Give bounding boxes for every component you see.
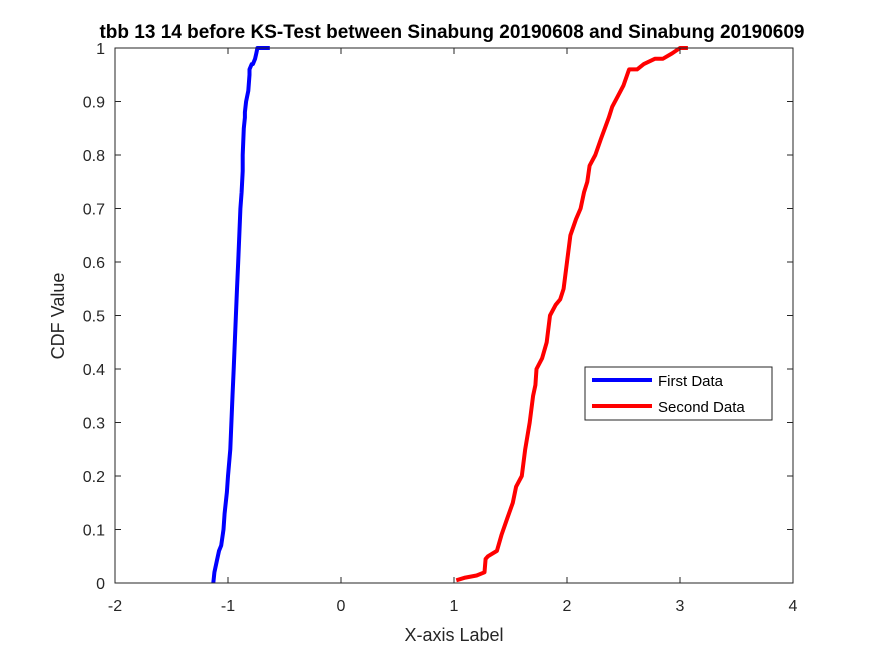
legend-label-first-data: First Data [658,373,724,390]
x-tick-label: -2 [108,598,122,615]
x-tick-label: 0 [337,598,346,615]
x-tick-label: 4 [789,598,798,615]
y-tick-label: 1 [96,41,105,58]
series-line-second-data [455,46,688,583]
legend: First Data Second Data [584,366,773,421]
y-tick-label: 0.6 [83,255,105,272]
legend-label-second-data: Second Data [658,399,745,416]
y-axis-ticks: 0 0.1 0.2 0.3 0.4 0.5 0.6 0.7 0.8 0.9 1 [83,41,793,593]
y-tick-label: 0.9 [83,95,105,112]
y-tick-label: 0.8 [83,148,105,165]
y-tick-label: 0.7 [83,202,105,219]
legend-box [584,366,773,421]
plot-area [115,48,793,583]
x-tick-label: 1 [450,598,459,615]
y-tick-label: 0.5 [83,309,105,326]
y-tick-label: 0.2 [83,469,105,486]
x-tick-label: 2 [563,598,572,615]
chart-title: tbb 13 14 before KS-Test between Sinabun… [99,22,804,43]
y-tick-label: 0.3 [83,416,105,433]
x-tick-label: 3 [676,598,685,615]
y-tick-label: 0 [96,576,105,593]
x-axis-ticks: -2 -1 0 1 2 3 4 [108,48,798,615]
x-tick-label: -1 [221,598,235,615]
x-axis-label: X-axis Label [404,625,503,645]
y-tick-label: 0.1 [83,523,105,540]
y-tick-label: 0.4 [83,362,105,379]
y-axis-label: CDF Value [48,273,68,360]
